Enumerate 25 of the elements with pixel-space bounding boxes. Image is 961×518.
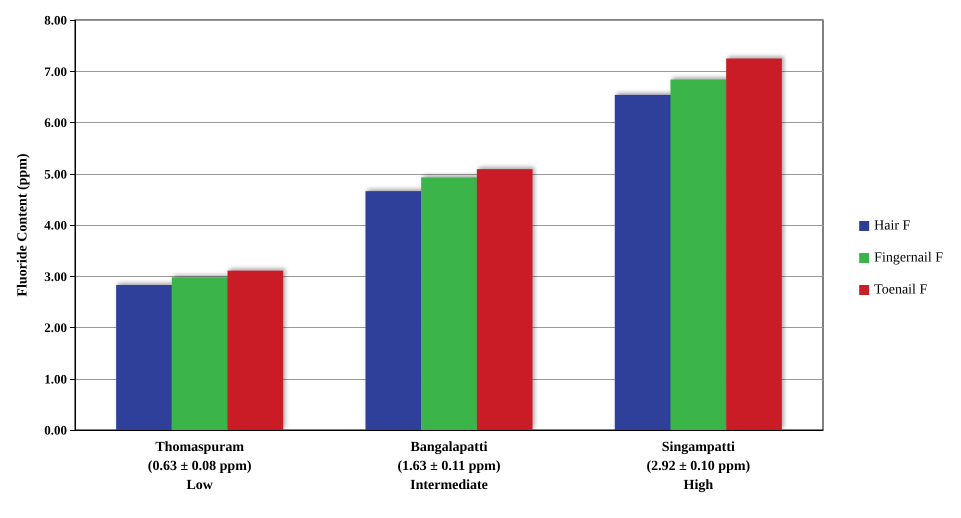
bar <box>116 284 172 430</box>
y-tick-label: 6.00 <box>44 115 67 130</box>
y-axis-title: Fluoride Content (ppm) <box>16 153 30 297</box>
bar <box>476 169 533 430</box>
y-tick-label: 8.00 <box>44 12 67 28</box>
legend-label: Fingernail F <box>874 250 944 266</box>
y-tick-label: 7.00 <box>44 64 67 79</box>
x-tick-label: Thomaspuram (0.63 ± 0.08 ppm) Low <box>148 440 252 493</box>
legend-label: Toenail F <box>874 282 928 298</box>
bar <box>421 177 477 430</box>
y-tick-label: 0.00 <box>44 422 67 438</box>
y-tick-label: 3.00 <box>44 268 67 284</box>
y-tick-label: 4.00 <box>44 218 67 232</box>
bar <box>726 58 782 430</box>
bar <box>172 277 228 430</box>
y-tick-label: 1.00 <box>44 371 67 386</box>
x-tick-label: Singampatti (2.92 ± 0.10 ppm) High <box>646 440 751 493</box>
bar <box>614 94 670 430</box>
y-tick-label: 2.00 <box>44 320 67 335</box>
bar <box>670 79 726 430</box>
bar <box>228 270 284 430</box>
bar <box>365 191 422 430</box>
y-tick-label: 5.00 <box>44 166 67 182</box>
x-tick-label: Bangalapatti (1.63 ± 0.11 ppm) Intermediate <box>398 440 501 493</box>
legend-label: Hair F <box>874 218 911 234</box>
